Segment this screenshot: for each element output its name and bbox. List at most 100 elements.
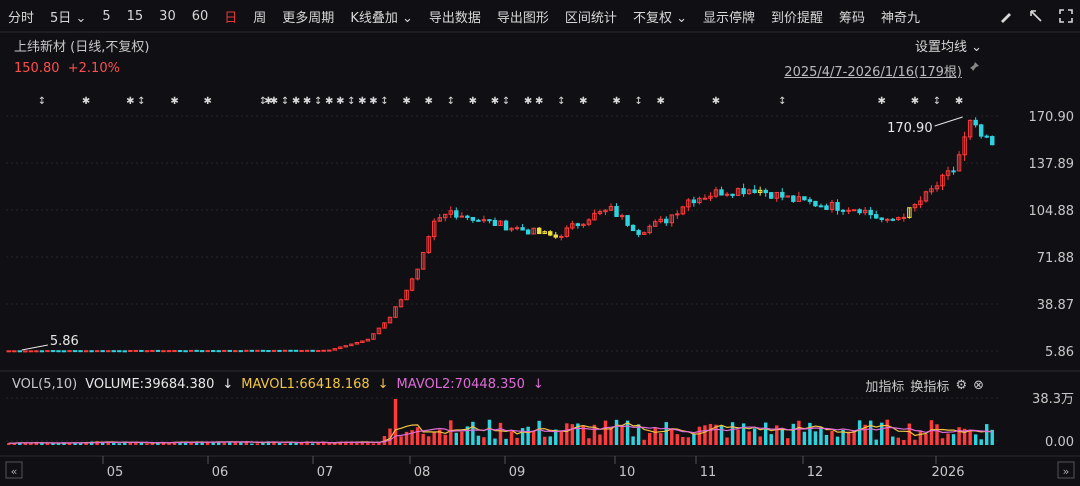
x-axis-label: 07: [317, 465, 334, 480]
candle-body: [669, 214, 674, 224]
volume-bar: [167, 443, 171, 445]
arrow-icon[interactable]: [1028, 8, 1044, 24]
candle-body: [857, 209, 862, 214]
event-marker: ✱: [325, 96, 333, 107]
volume-bar: [117, 443, 121, 445]
candle-body: [769, 192, 774, 199]
volume-bar: [576, 423, 580, 445]
candle-body: [299, 349, 304, 352]
volume-bar: [620, 425, 624, 445]
candle-body: [465, 215, 470, 218]
volume-bar: [990, 429, 994, 445]
candle-body: [509, 227, 514, 231]
chevron-down-icon: ⌄: [401, 10, 413, 26]
export-image-button[interactable]: 导出图形: [496, 10, 549, 26]
volume-bar: [565, 423, 569, 445]
volume-bar: [183, 441, 188, 445]
volume-bar: [542, 436, 547, 445]
volume-bar: [531, 431, 536, 445]
candle-body: [929, 188, 934, 193]
tab-week[interactable]: 周: [253, 10, 267, 26]
candle-body: [890, 218, 895, 221]
volume-bar: [719, 425, 724, 445]
set-ma-button[interactable]: 设置均线 ⌄: [914, 40, 982, 55]
candle-body: [697, 197, 702, 204]
volume-bar: [493, 438, 497, 445]
volume-bar: [465, 426, 470, 445]
candle-body: [382, 322, 387, 329]
kline-overlay-button[interactable]: K线叠加 ⌄: [350, 10, 413, 26]
candle-body: [785, 195, 791, 198]
change-indicator-button[interactable]: 换指标: [910, 380, 950, 395]
price-tick-label: 5.86: [1045, 345, 1074, 360]
volume-bar: [443, 434, 447, 445]
range-stats-button[interactable]: 区间统计: [564, 10, 617, 26]
volume-bar: [924, 434, 928, 445]
date-range[interactable]: 2025/4/7-2026/1/16(179根): [784, 65, 962, 80]
volume-bar: [885, 419, 889, 445]
volume-bar: [156, 442, 160, 445]
volume-bar: [863, 424, 867, 445]
volume-bar: [824, 434, 829, 445]
volume-bar: [426, 436, 431, 445]
brush-icon[interactable]: [998, 8, 1014, 24]
candle-body: [885, 218, 890, 221]
candle-body: [752, 189, 757, 193]
x-axis-label: 08: [414, 465, 431, 480]
tab-15min[interactable]: 15: [126, 8, 144, 24]
volume-bar: [587, 438, 591, 445]
export-data-button[interactable]: 导出数据: [428, 10, 481, 26]
volume-bar: [962, 428, 967, 445]
candle-body: [603, 209, 608, 213]
volume-bar: [907, 423, 912, 445]
volume-bar: [504, 438, 508, 445]
event-marker: ✱: [203, 96, 211, 107]
show-suspension-button[interactable]: 显示停牌: [703, 10, 756, 26]
price-alert-button[interactable]: 到价提醒: [771, 10, 824, 26]
pin-icon[interactable]: [966, 61, 980, 75]
chips-button[interactable]: 筹码: [839, 10, 866, 26]
volume-bar: [172, 441, 177, 445]
volume-bar: [205, 441, 210, 445]
tab-60min[interactable]: 60: [191, 8, 209, 24]
candle-body: [349, 343, 354, 347]
scroll-left-icon: «: [11, 465, 18, 478]
candle-body: [310, 349, 315, 352]
gear-icon[interactable]: ⚙: [955, 378, 968, 393]
candle-body: [807, 199, 813, 202]
candle-body: [559, 235, 564, 238]
volume-bar: [310, 443, 315, 445]
x-axis-label: 05: [107, 465, 124, 480]
candle-body: [835, 202, 840, 211]
add-indicator-button[interactable]: 加指标: [865, 380, 905, 395]
candle-body: [470, 216, 476, 221]
volume-bar: [327, 443, 331, 445]
tab-30min[interactable]: 30: [159, 8, 176, 24]
volume-bar: [730, 422, 735, 445]
tab-day[interactable]: 日: [224, 10, 238, 26]
volume-bar: [371, 443, 376, 445]
volume-bar: [857, 420, 862, 445]
volume-bar: [255, 443, 260, 445]
candle-body: [548, 231, 553, 236]
volume-bar: [106, 442, 110, 445]
fullscreen-icon[interactable]: [1058, 8, 1074, 24]
candle-body: [990, 136, 995, 146]
candle-body: [652, 221, 658, 227]
close-icon[interactable]: ⊗: [973, 378, 984, 393]
tab-5min[interactable]: 5: [102, 8, 111, 24]
event-marker: ↕: [778, 96, 786, 107]
tab-5day[interactable]: 5日 ⌄: [50, 10, 87, 26]
volume-bar: [714, 424, 718, 445]
adjust-select[interactable]: 不复权 ⌄: [632, 10, 687, 26]
volume-actions: 加指标 换指标 ⚙ ⊗: [865, 376, 984, 395]
candle-body: [266, 350, 271, 353]
magic-nine-button[interactable]: 神奇九: [881, 10, 921, 26]
volume-bar: [239, 441, 243, 445]
candle-body: [166, 350, 172, 353]
volume-bar: [968, 429, 972, 445]
volume-bar: [123, 441, 127, 445]
candle-body: [675, 213, 680, 216]
tab-intraday[interactable]: 分时: [8, 10, 35, 26]
tab-more-periods[interactable]: 更多周期: [282, 10, 335, 26]
